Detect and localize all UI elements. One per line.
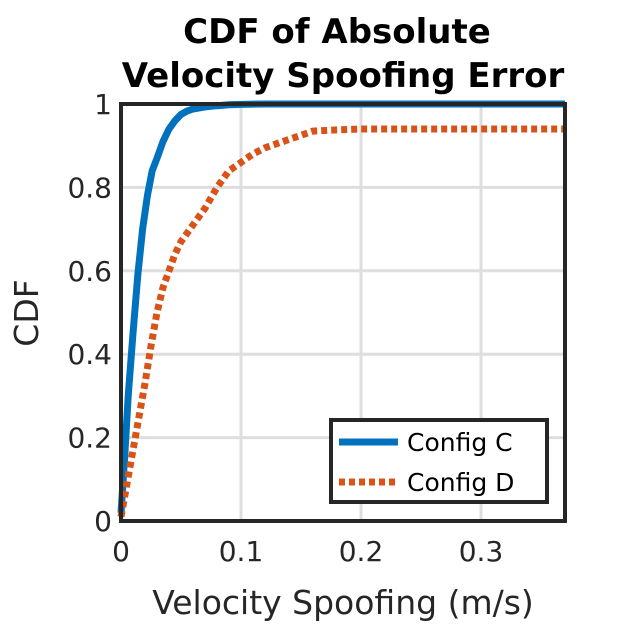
x-tick-label-0: 0 — [112, 535, 130, 568]
y-tick-labels: 0 0.2 0.4 0.6 0.8 1 — [67, 88, 112, 538]
y-tick-label-0: 0 — [94, 505, 112, 538]
y-tick-label-4: 0.8 — [67, 171, 112, 204]
x-axis-label: Velocity Spoofing (m/s) — [152, 583, 534, 622]
y-tick-label-5: 1 — [94, 88, 112, 121]
legend-label-config-d: Config D — [407, 468, 514, 497]
legend: Config C Config D — [329, 418, 549, 504]
grid-lines — [121, 104, 565, 521]
y-tick-label-2: 0.4 — [67, 338, 112, 371]
y-axis-label: CDF — [7, 279, 46, 346]
x-tick-label-3: 0.3 — [459, 535, 504, 568]
y-tick-label-1: 0.2 — [67, 422, 112, 455]
y-tick-label-3: 0.6 — [67, 255, 112, 288]
x-tick-label-1: 0.1 — [219, 535, 264, 568]
series-line-config-d — [117, 125, 565, 518]
chart-title-line-2: Velocity Spoofing Error — [122, 56, 565, 96]
legend-box — [329, 418, 549, 504]
x-tick-labels: 0 0.1 0.2 0.3 — [112, 535, 503, 568]
legend-label-config-c: Config C — [407, 428, 513, 457]
x-tick-label-2: 0.2 — [339, 535, 384, 568]
plot-frame — [119, 102, 567, 523]
chart-title-line-1: CDF of Absolute — [183, 12, 491, 52]
